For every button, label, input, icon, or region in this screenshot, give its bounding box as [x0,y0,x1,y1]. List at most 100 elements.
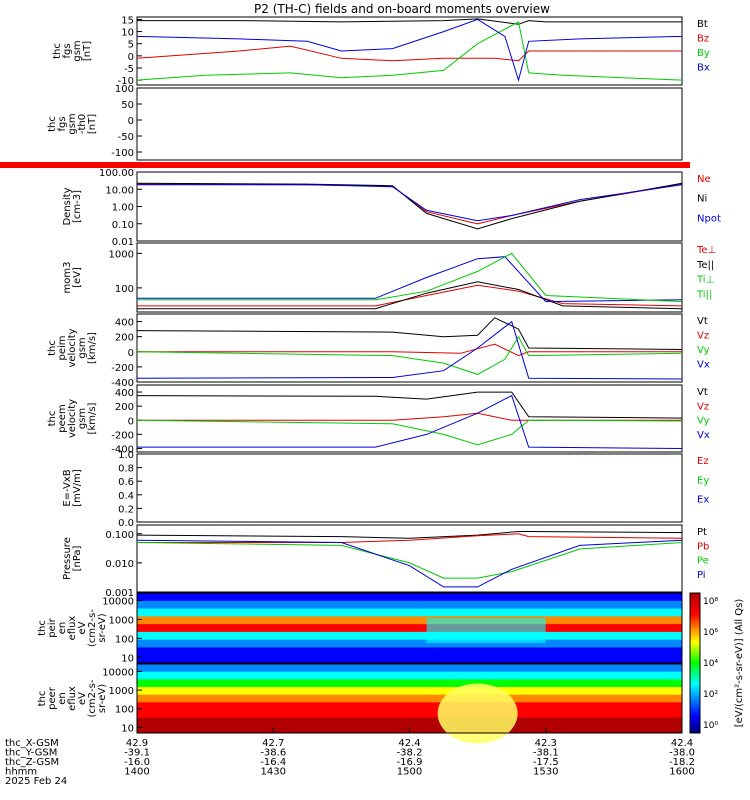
plot-title: P2 (TH-C) fields and on-board moments ov… [254,2,550,16]
fgs-series-Bx [136,18,683,82]
efield-ylabel: E=-VxB[mV/m] [62,469,83,507]
peir-ytick-label: 1000 [109,615,134,626]
ve-series-Vy [136,419,683,446]
peer-ytick-label: 10000 [102,667,134,678]
vi-series-Vt [136,317,683,350]
colorbar-tick: 10⁴ [703,659,718,669]
peer-band [137,671,682,680]
efield-ytick-label: 0.8 [118,464,134,475]
fgs_theta-ylabel: thcfgsgsm-th0[nT] [47,113,98,134]
ve-ytick-label: -400 [111,444,134,455]
panel-temperature: 1000 100 mom3[eV] Te⊥ Te|| Ti⊥ Ti|| [62,242,716,313]
peir-band [137,593,682,602]
density-legend-2: Npot [697,213,721,224]
peir-ytick-label: 10 [121,653,134,664]
fgs_theta-ytick-label: 50 [121,100,134,111]
ve-ytick-label: 400 [115,388,134,399]
temperature-legend-1: Te|| [696,260,714,271]
density-series-Ni [136,182,683,230]
density-ytick-label: 10.00 [105,185,134,196]
pressure-series-Pi [136,539,683,588]
fgs_theta-frame [136,87,683,161]
peer-band [137,679,682,688]
peer-ytick-label: 10 [121,723,134,734]
panel-efield: 1.0 0.8 0.6 0.4 0.2 0.0 E=-VxB[mV/m] Ez Ey Ex [62,450,709,529]
time-row-label: thc_Z-GSM [5,757,59,768]
pressure-ylabel: Pressure[nPa] [62,537,83,580]
time-row-value: -38.6 [260,748,286,759]
peir-band [137,600,682,610]
peir-ytick-label: 10000 [102,597,134,608]
time-row-value: -17.5 [533,757,559,768]
temperature-ytick-label: 1000 [109,249,134,260]
density-ytick-label: 1.00 [112,203,134,214]
peir-band [137,616,682,625]
fgs-legend-3: Bx [697,63,710,74]
fgs-series-By [136,21,683,81]
peir-ytick-label: 100 [115,634,134,645]
density-ylabel: Density[cm-3] [62,187,83,225]
peir-band [137,631,682,641]
peir-band [137,608,682,617]
fgs-ytick-label: 15 [121,15,134,26]
density-ytick-label: 0.01 [112,237,134,248]
time-row-value: -18.2 [669,757,695,768]
temperature-legend-3: Ti|| [696,289,712,300]
time-row-label: thc_Y-GSM [5,748,57,759]
temperature-series-Ti⊥ [137,256,683,303]
fgs-ytick-label: 10 [121,28,134,39]
ve-ylabel: thcpeemvelocitygsm[km/s] [47,399,98,438]
efield-ytick-label: 1.0 [118,450,134,461]
vi-legend-2: Vy [697,345,710,356]
density-legend-0: Ne [697,174,711,185]
temperature-series-Te|| [137,281,683,310]
time-row-value: 42.7 [262,738,284,749]
pressure-frame [136,524,683,593]
fgs-legend-0: Bt [697,19,708,30]
peer-ylabel: thcpeerenefluxeV(cm2-s-sr-eV) [37,679,108,717]
vi-ylabel: thcpeimvelocitygsm[km/s] [47,328,98,367]
vi-frame [136,313,683,383]
peer-ytick-label: 100 [115,705,134,716]
ve-series-Vx [137,394,683,449]
fgs-ytick-label: 0 [128,52,134,63]
temperature-series-Ti|| [137,252,683,303]
efield-frame [136,453,683,523]
peer-band [137,687,682,696]
colorbar: 10⁸ 10⁶ 10⁴ 10² 10⁰ [eV/(cm²-s-sr-eV)] (All Q… [689,592,745,734]
efield-ytick-label: 0.0 [118,518,134,529]
fgs-series-Bt [137,18,682,25]
panel-pressure: 0.100 0.010 0.001 Pressure[nPa] Pt Pb Pe Pi [62,524,709,599]
peir-band [137,624,682,633]
efield-legend-1: Ey [697,475,709,486]
vi-ytick-label: -400 [111,378,134,389]
time-row-value: 1400 [124,767,149,778]
fgs-ytick-label: -10 [118,76,134,87]
fgs-series-Bz [136,45,682,62]
efield-ytick-label: 0.6 [118,477,134,488]
vi-series-Vz [137,343,682,357]
ve-legend-0: Vt [697,387,708,398]
time-row-value: 1600 [669,767,694,778]
vi-ytick-label: 200 [115,333,134,344]
temperature-series-Te⊥ [137,284,683,307]
colorbar-tick: 10⁸ [703,597,718,607]
panel-fgs_theta: 100 50 0 -50 -100 thcfgsgsm-th0[nT] [0,84,690,168]
colorbar-tick: 10⁶ [703,628,718,638]
ve-ytick-label: 0 [128,416,134,427]
fgs_theta-ytick-label: 100 [115,84,134,95]
ve-ytick-label: 200 [115,402,134,413]
peer-band [137,694,682,703]
vi-series-Vy [136,335,683,375]
panel-peir: 10000 1000 100 10 thcpeirenefluxeV(cm2-s-sr-… [37,592,683,664]
vi-series-Vx [136,320,683,380]
colorbar-label: [eV/(cm²-s-sr-eV)] (All Qs) [734,599,745,728]
time-row-label: thc_X-GSM [5,738,59,749]
colorbar-tick: 10⁰ [703,721,718,731]
time-row-value: 42.9 [126,738,148,749]
peir-gap-region [426,618,546,643]
peir-band [137,639,682,648]
efield-legend-2: Ex [697,495,709,506]
